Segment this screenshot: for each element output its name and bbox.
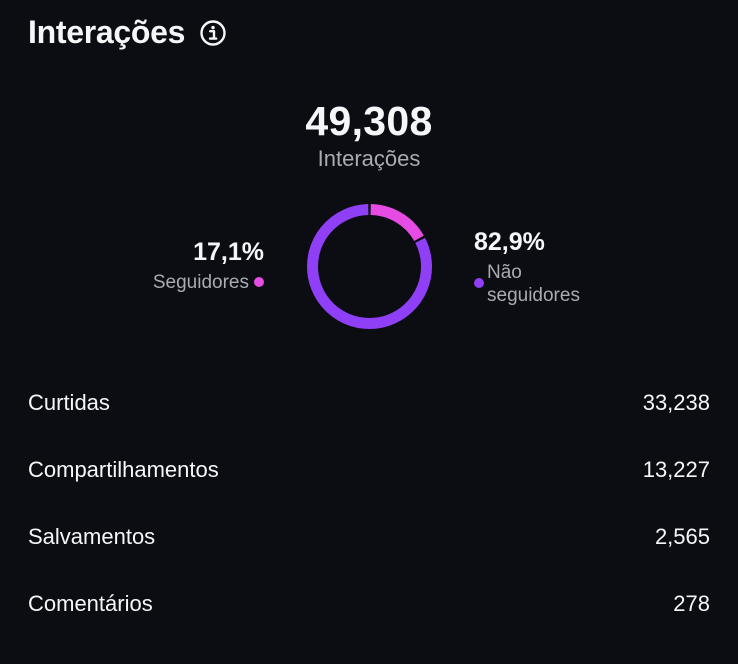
breakdown-label: Compartilhamentos [28,457,219,482]
breakdown-row: Compartilhamentos 13,227 [28,445,710,512]
non-followers-label-line1: Não [487,262,522,283]
breakdown-value: 278 [673,591,710,616]
followers-percent: 17,1% [193,238,264,266]
breakdown-row: Curtidas 33,238 [28,378,710,445]
info-circle-icon[interactable] [199,19,227,47]
breakdown-label: Comentários [28,591,153,616]
donut-slice-seguidores [370,204,424,242]
non-followers-legend-dot [474,278,484,288]
total-interactions-label: Interações [317,146,421,171]
breakdown-value: 13,227 [642,457,710,482]
non-followers-percent: 82,9% [474,228,545,256]
followers-label: Seguidores [152,272,249,293]
donut-chart [307,204,432,329]
section-title: Interações [28,14,186,50]
breakdown-value: 33,238 [642,390,710,415]
total-interactions-value: 49,308 [305,98,433,144]
non-followers-label-line2: seguidores [487,285,580,306]
donut-slice-n-o-seguidores [307,204,432,329]
breakdown-label: Curtidas [28,390,110,415]
breakdown-value: 2,565 [654,524,710,549]
breakdown-row: Comentários 278 [28,579,710,646]
interactions-breakdown: Curtidas 33,238 Compartilhamentos 13,227 Sal… [28,378,710,646]
non-followers-label: Não seguidores [487,261,647,307]
section-header: Interações [28,14,227,51]
breakdown-label: Salvamentos [28,524,156,549]
breakdown-row: Salvamentos 2,565 [28,512,710,579]
followers-legend-dot [254,277,264,287]
